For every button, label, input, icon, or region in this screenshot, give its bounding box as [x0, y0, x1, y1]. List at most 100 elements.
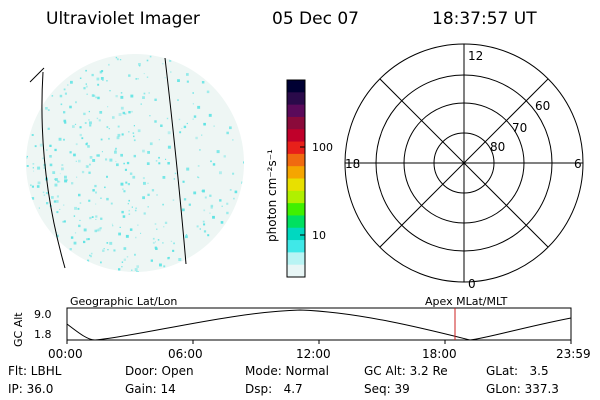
- image-pixel: [118, 113, 122, 116]
- image-pixel: [107, 106, 109, 108]
- image-pixel: [31, 134, 34, 136]
- image-pixel: [163, 265, 166, 268]
- image-pixel: [108, 128, 110, 130]
- image-pixel: [126, 256, 129, 258]
- timeline-xtick-1800: 18:00: [422, 347, 457, 361]
- colorbar-stripe: [287, 92, 305, 106]
- image-pixel: [113, 249, 116, 252]
- colorbar-stripe: [287, 215, 305, 229]
- colorbar-unit-label: photon cm⁻²s⁻¹: [265, 149, 279, 242]
- image-pixel: [95, 203, 97, 205]
- image-pixel: [122, 215, 126, 218]
- image-pixel: [34, 145, 37, 148]
- image-pixel: [157, 239, 160, 241]
- image-pixel: [45, 192, 49, 195]
- image-pixel: [60, 103, 63, 106]
- image-pixel: [64, 175, 67, 179]
- image-pixel: [186, 122, 188, 125]
- timeline-ytick-max: 9.0: [34, 308, 52, 321]
- image-pixel: [201, 134, 203, 136]
- image-pixel: [73, 215, 76, 217]
- image-pixel: [47, 127, 50, 130]
- image-pixel: [79, 219, 81, 221]
- image-speckle: [26, 55, 244, 272]
- image-pixel: [74, 206, 77, 210]
- image-pixel: [185, 234, 188, 236]
- seq-value: Seq: 39: [364, 382, 410, 396]
- image-pixel: [56, 195, 59, 198]
- image-pixel: [199, 228, 201, 230]
- image-pixel: [167, 145, 171, 149]
- image-pixel: [219, 171, 222, 175]
- image-pixel: [63, 111, 66, 114]
- image-pixel: [172, 249, 175, 252]
- gc-altitude-curve: [66, 309, 572, 341]
- image-pixel: [118, 232, 121, 236]
- image-pixel: [97, 228, 101, 232]
- image-pixel: [79, 126, 82, 129]
- image-pixel: [202, 189, 205, 193]
- image-pixel: [193, 191, 197, 195]
- image-pixel: [192, 92, 194, 94]
- image-pixel: [88, 171, 91, 174]
- image-pixel: [45, 107, 48, 110]
- image-pixel: [120, 106, 124, 110]
- image-pixel: [109, 241, 113, 245]
- image-pixel: [37, 181, 41, 185]
- image-pixel: [106, 175, 108, 178]
- image-pixel: [121, 133, 124, 136]
- glon-value: GLon: 337.3: [486, 382, 559, 396]
- image-pixel: [243, 161, 244, 164]
- timeline-xtick-2359: 23:59: [556, 347, 591, 361]
- image-pixel: [79, 77, 82, 79]
- image-pixel: [169, 59, 172, 62]
- image-pixel: [160, 124, 163, 127]
- image-pixel: [170, 240, 173, 242]
- image-pixel: [55, 200, 59, 203]
- image-pixel: [97, 83, 100, 86]
- image-pixel: [123, 162, 125, 165]
- image-pixel: [42, 157, 44, 160]
- image-pixel: [26, 165, 29, 167]
- image-pixel: [155, 160, 158, 162]
- colorbar-stripe: [287, 153, 305, 167]
- image-pixel: [49, 155, 52, 158]
- image-pixel: [117, 133, 121, 137]
- image-pixel: [149, 115, 151, 117]
- image-pixel: [120, 182, 124, 186]
- image-pixel: [150, 259, 153, 262]
- mlat-label-80: 80: [490, 140, 505, 154]
- image-pixel: [54, 148, 57, 152]
- image-pixel: [42, 191, 45, 194]
- image-pixel: [97, 154, 100, 157]
- image-pixel: [106, 197, 109, 201]
- image-pixel: [106, 126, 109, 128]
- image-pixel: [172, 199, 175, 201]
- image-pixel: [55, 178, 58, 181]
- image-pixel: [59, 208, 61, 210]
- image-pixel: [111, 223, 113, 225]
- image-pixel: [201, 81, 205, 84]
- image-pixel: [186, 167, 190, 171]
- image-pixel: [152, 237, 155, 240]
- image-pixel: [226, 202, 229, 205]
- image-pixel: [69, 248, 72, 251]
- mlt-label-0: 0: [468, 277, 476, 291]
- image-pixel: [210, 204, 214, 208]
- image-pixel: [203, 122, 206, 126]
- image-pixel: [91, 73, 94, 77]
- image-pixel: [110, 202, 113, 205]
- image-pixel: [88, 119, 90, 121]
- image-pixel: [183, 125, 187, 129]
- image-pixel: [95, 215, 98, 218]
- image-pixel: [232, 139, 234, 141]
- image-pixel: [83, 240, 86, 244]
- image-pixel: [86, 93, 88, 95]
- image-pixel: [151, 189, 155, 192]
- image-pixel: [210, 206, 213, 209]
- image-pixel: [115, 147, 117, 150]
- image-pixel: [162, 203, 164, 206]
- image-pixel: [109, 90, 111, 92]
- image-pixel: [31, 185, 34, 188]
- image-pixel: [147, 193, 150, 196]
